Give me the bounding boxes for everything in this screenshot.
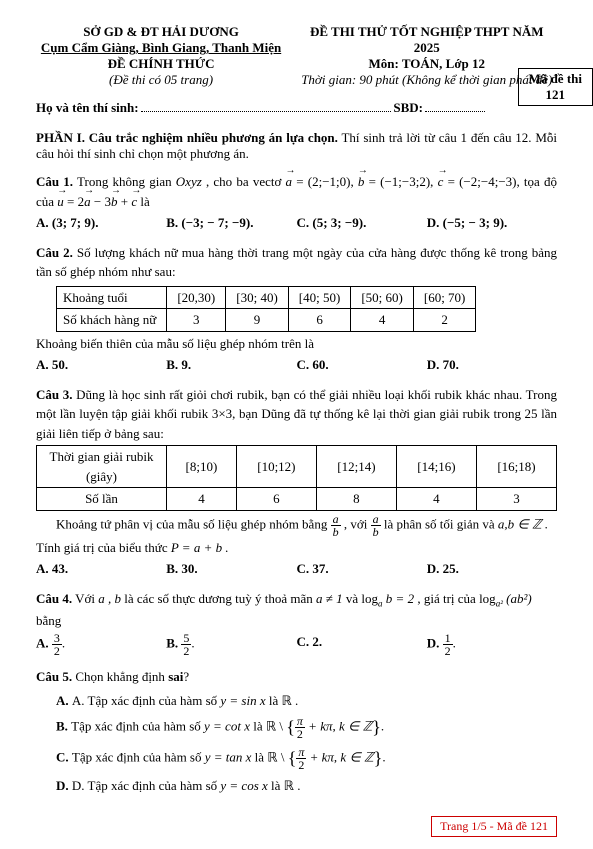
q3-label: Câu 3. (36, 387, 73, 402)
q3-D: D. 25. (427, 559, 557, 579)
q3-C: C. 37. (297, 559, 427, 579)
q4-choices: A. 32. B. 52. C. 2. D. 12. (36, 632, 557, 657)
official: ĐỀ CHÍNH THỨC (36, 56, 286, 72)
exam-page: SỞ GD & ĐT HẢI DƯƠNG Cụm Cẩm Giàng, Bình… (0, 0, 593, 849)
q3-after: Khoảng tứ phân vị của mẫu số liệu ghép n… (56, 513, 557, 538)
question-4: Câu 4. Với a , b là các số thực dương tu… (36, 589, 557, 658)
q3-B: B. 30. (166, 559, 296, 579)
q2-B: B. 9. (166, 355, 296, 375)
q3-choices: A. 43. B. 30. C. 37. D. 25. (36, 559, 557, 579)
question-3: Câu 3. Dũng là học sinh rất giỏi chơi ru… (36, 385, 557, 579)
q2-A: A. 50. (36, 355, 166, 375)
q2-D: D. 70. (427, 355, 557, 375)
q4-A: A. 32. (36, 632, 166, 657)
pages-note: (Đề thi có 05 trang) (36, 72, 286, 88)
part1-prefix: PHẦN I. Câu trắc nghiệm nhiều phương án … (36, 130, 338, 145)
q4-label: Câu 4. (36, 591, 72, 606)
dept: SỞ GD & ĐT HẢI DƯƠNG (36, 24, 286, 40)
q3-r2-label: Số lần (37, 488, 167, 511)
footer-page: Trang 1/5 - Mã đề 121 (431, 816, 557, 837)
q3-A: A. 43. (36, 559, 166, 579)
exam-title: ĐỀ THI THỬ TỐT NGHIỆP THPT NĂM 2025 (297, 24, 558, 56)
q1-t2: , cho ba vectơ (206, 174, 286, 189)
q2-label: Câu 2. (36, 245, 73, 260)
part1-title: PHẦN I. Câu trắc nghiệm nhiều phương án … (36, 130, 557, 162)
q2-r2-label: Số khách hàng nữ (57, 309, 167, 332)
q5-label: Câu 5. (36, 669, 72, 684)
q1-B: B. (−3; − 7; −9). (166, 213, 296, 233)
q2-text: Số lượng khách nữ mua hàng thời trang mộ… (36, 245, 557, 280)
q1-D: D. (−5; − 3; 9). (427, 213, 557, 233)
q3-text: Dũng là học sinh rất giỏi chơi rubik, bạ… (36, 387, 557, 441)
question-2: Câu 2. Số lượng khách nữ mua hàng thời t… (36, 243, 557, 375)
q4-C: C. 2. (297, 632, 427, 657)
q4-B: B. 52. (166, 632, 296, 657)
q3-r1-label: Thời gian giải rubik (giây) (37, 446, 167, 488)
header: SỞ GD & ĐT HẢI DƯƠNG Cụm Cẩm Giàng, Bình… (36, 24, 557, 88)
q2-after: Khoảng biến thiên của mẫu số liệu ghép n… (36, 334, 557, 354)
name-row: Họ và tên thí sinh: SBD: (36, 100, 557, 116)
q4-D: D. 12. (427, 632, 557, 657)
q2-choices: A. 50. B. 9. C. 60. D. 70. (36, 355, 557, 375)
question-1: Câu 1. Trong không gian Oxyz , cho ba ve… (36, 172, 557, 233)
cluster: Cụm Cẩm Giàng, Bình Giang, Thanh Miện (36, 40, 286, 56)
q5-A: A. A. Tập xác định của hàm số y = sin x … (56, 691, 557, 711)
q2-r1-label: Khoảng tuổi (57, 286, 167, 309)
footer: Trang 1/5 - Mã đề 121 (36, 816, 557, 837)
q5-D: D. D. Tập xác định của hàm số y = cos x … (56, 776, 557, 796)
q2-C: C. 60. (297, 355, 427, 375)
sbd-dots (425, 102, 485, 112)
q1-A: A. (3; 7; 9). (36, 213, 166, 233)
q5-B: B. Tập xác định của hàm số y = cot x là … (56, 714, 557, 741)
q1-label: Câu 1. (36, 174, 73, 189)
name-dots (141, 102, 392, 112)
name-label: Họ và tên thí sinh: (36, 100, 139, 116)
code-label: Mã đề thi (529, 71, 582, 87)
q1-space: Oxyz (176, 174, 202, 189)
q3-ask: Tính giá trị của biểu thức P = a + b . (36, 538, 557, 558)
q1-choices: A. (3; 7; 9). B. (−3; − 7; −9). C. (5; 3… (36, 213, 557, 233)
q2-table: Khoảng tuổi [20,30) [30; 40) [40; 50) [5… (56, 286, 476, 332)
q1-C: C. (5; 3; −9). (297, 213, 427, 233)
sbd-label: SBD: (393, 100, 423, 116)
question-5: Câu 5. Chọn khẳng định sai? A. A. Tập xá… (36, 667, 557, 796)
header-left: SỞ GD & ĐT HẢI DƯƠNG Cụm Cẩm Giàng, Bình… (36, 24, 286, 88)
q5-C: C. Tập xác định của hàm số y = tan x là … (56, 745, 557, 772)
q3-table: Thời gian giải rubik (giây) [8;10) [10;1… (36, 445, 557, 511)
